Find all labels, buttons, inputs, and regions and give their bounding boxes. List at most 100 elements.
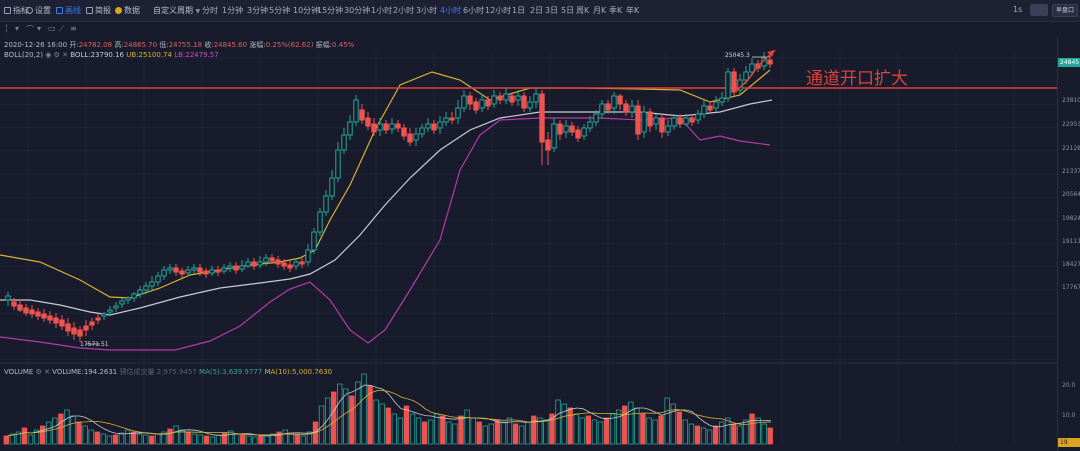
interval-11[interactable]: 6小时 <box>463 6 485 15</box>
volume-bar <box>640 413 646 445</box>
volume-bar <box>197 434 203 445</box>
volume-bar <box>288 432 294 445</box>
drawing-tool-icon[interactable]: ▾ <box>37 24 42 33</box>
drawing-tool-icon[interactable]: ⌒ <box>26 25 34 34</box>
ma10-value: 5,000.7630 <box>292 368 333 376</box>
volume-bar <box>622 405 628 445</box>
volume-bar <box>270 433 276 445</box>
change-value: 0.25%(62.62) <box>265 41 314 49</box>
interval-20[interactable]: 年K <box>626 6 640 15</box>
candle-body <box>41 313 47 319</box>
boll-name: BOLL(20,2) <box>4 51 44 59</box>
interval-18[interactable]: 月K <box>593 6 607 15</box>
amplitude-label: 振幅: <box>315 41 333 49</box>
volume-bar <box>318 405 325 445</box>
toolbar-item-4[interactable]: 数据 <box>115 5 140 16</box>
interval-7[interactable]: 1小时 <box>371 6 393 15</box>
candle-body <box>101 313 107 317</box>
candle-body <box>203 270 209 275</box>
volume-bar <box>227 430 234 445</box>
close-label: 收: <box>204 41 214 49</box>
close-icon[interactable]: ✕ <box>44 368 50 376</box>
candle-body <box>425 123 431 129</box>
toolbar-item-0[interactable]: 指标 <box>4 5 29 16</box>
boll-lb-value: 22479.57 <box>185 51 219 59</box>
volume-bar <box>555 399 561 445</box>
volume-bar <box>355 381 361 445</box>
drawing-tool-icon[interactable]: ╎ <box>4 24 9 33</box>
candle-body <box>5 295 11 301</box>
drawing-tool-icon[interactable]: ▭ <box>48 24 56 33</box>
price-chart[interactable] <box>0 38 1057 451</box>
candle-body <box>323 195 329 213</box>
interval-0[interactable]: 分时 <box>202 6 218 15</box>
high-label: 高: <box>114 41 124 49</box>
volume-bar <box>106 435 113 445</box>
candle-body <box>659 117 665 133</box>
volume-bar <box>21 427 28 445</box>
volume-bar <box>464 409 470 445</box>
volume-bar <box>118 432 125 445</box>
candle-body <box>341 134 347 151</box>
right-panel-button[interactable]: 早盘口 <box>1052 4 1078 17</box>
candle-body <box>707 105 713 111</box>
toolbar-item-1[interactable]: 设置 <box>26 5 51 16</box>
custom-period-dropdown[interactable]: 自定义周期 ▼ <box>153 5 200 16</box>
candle-body <box>95 317 101 321</box>
interval-3[interactable]: 5分钟 <box>269 6 291 15</box>
price-tick-label: 19111 <box>1062 238 1080 245</box>
interval-15[interactable]: 3日 <box>545 6 559 15</box>
interval-9[interactable]: 3小时 <box>416 6 438 15</box>
volume-bar <box>409 413 416 445</box>
settings-icon[interactable]: ⚙ <box>53 51 60 59</box>
volume-bar <box>476 421 482 445</box>
volume-bar <box>506 417 513 445</box>
candle-body <box>305 249 311 263</box>
volume-bar <box>428 419 434 445</box>
drawing-tool-icon[interactable]: ▾ <box>15 24 20 33</box>
candle-body <box>605 103 611 111</box>
candle-body <box>221 267 227 272</box>
candle-body <box>191 267 197 271</box>
candle-body <box>275 259 281 265</box>
toolbar-item-3[interactable]: 简报 <box>86 5 111 16</box>
volume-bar <box>421 421 428 445</box>
close-value: 24845.60 <box>213 41 248 49</box>
interval-14[interactable]: 2日 <box>530 6 544 15</box>
interval-1[interactable]: 1分钟 <box>222 6 244 15</box>
volume-name: VOLUME <box>4 368 34 376</box>
candle-body <box>233 265 239 271</box>
interval-8[interactable]: 2小时 <box>393 6 415 15</box>
volume-bar <box>343 388 349 445</box>
volume-bar <box>221 432 228 445</box>
interval-5[interactable]: 15分钟 <box>317 6 344 15</box>
interval-17[interactable]: 周K <box>576 6 590 15</box>
toolbar-item-2[interactable]: 画线 <box>56 5 81 16</box>
close-icon[interactable]: ✕ <box>62 51 69 59</box>
volume-bar <box>185 431 191 445</box>
right-interval[interactable]: 1s <box>1013 5 1023 14</box>
eye-icon[interactable]: ◉ <box>45 51 52 59</box>
volume-bar <box>737 425 743 445</box>
volume-bar <box>403 405 410 445</box>
drawing-tool-icon[interactable]: ≡ <box>70 24 77 33</box>
volume-bar <box>27 434 34 445</box>
interval-2[interactable]: 3分钟 <box>247 6 269 15</box>
interval-19[interactable]: 季K <box>609 6 623 15</box>
interval-13[interactable]: 1日 <box>512 6 526 15</box>
volume-bar <box>537 417 543 445</box>
candle-body <box>701 105 707 115</box>
interval-6[interactable]: 30分钟 <box>344 6 371 15</box>
interval-16[interactable]: 5日 <box>561 6 575 15</box>
layout-toggle[interactable] <box>1030 4 1048 16</box>
drawing-tool-icon[interactable]: ⟋ <box>59 24 65 33</box>
candle-body <box>407 133 413 143</box>
settings-icon[interactable]: ⚙ <box>35 368 42 376</box>
volume-bar <box>646 417 652 445</box>
interval-4[interactable]: 10分钟 <box>293 6 320 15</box>
candle-body <box>53 317 59 324</box>
boll-lb-label: LB: <box>174 51 186 59</box>
interval-10[interactable]: 4小时 <box>440 6 462 15</box>
interval-12[interactable]: 12小时 <box>485 6 512 15</box>
volume-bar <box>337 383 343 445</box>
